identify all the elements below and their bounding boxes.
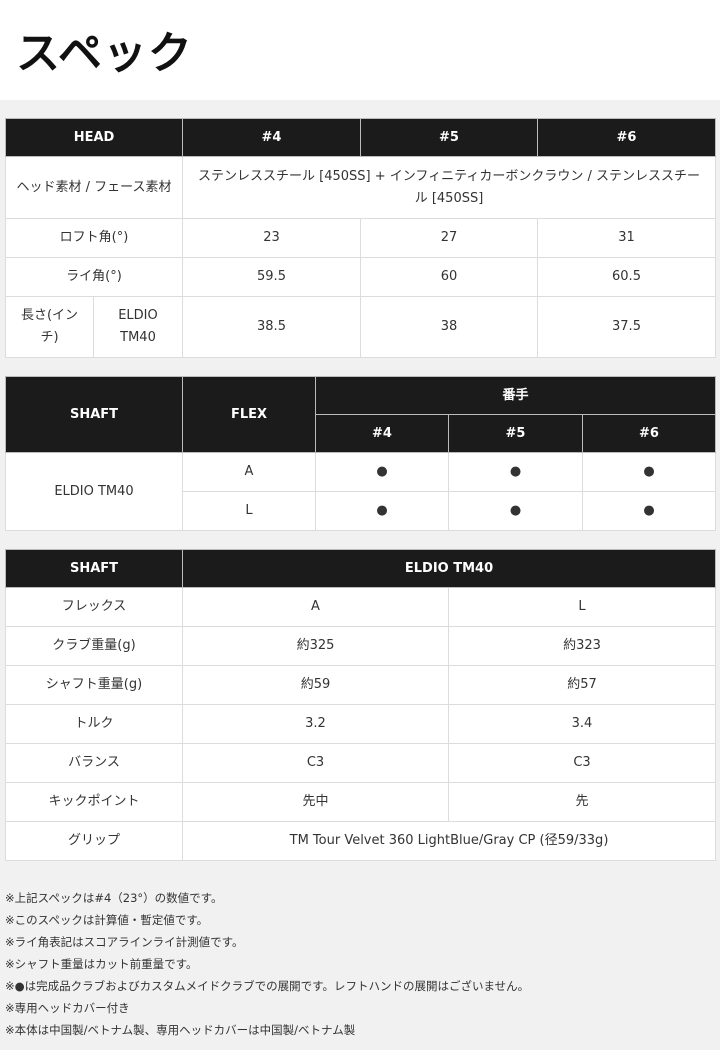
- header-6: #6: [581, 414, 717, 453]
- table-row: キックポイント 先中 先: [5, 782, 717, 822]
- shaft-spec-table: SHAFT ELDIO TM40 フレックス A L クラブ重量(g) 約325 …: [5, 549, 717, 861]
- flex-cell: A: [182, 452, 316, 492]
- table-header-row: #4 #5 #6: [6, 414, 717, 453]
- header-4: #4: [182, 118, 361, 157]
- table-row: グリップ TM Tour Velvet 360 LightBlue/Gray C…: [5, 821, 717, 861]
- flex-availability-table: SHAFT FLEX 番手 #4 #5 #6 ELDIO TM40 A ● ● …: [5, 376, 717, 531]
- head-spec-table: HEAD #4 #5 #6 ヘッド素材 / フェース素材 ステンレススチール […: [5, 118, 716, 358]
- availability-mark: ●: [581, 452, 717, 492]
- cell: C3: [182, 743, 449, 783]
- availability-mark: ●: [581, 491, 717, 531]
- row-label: クラブ重量(g): [5, 626, 183, 666]
- cell: 約59: [182, 665, 449, 705]
- header-shaft-name: ELDIO TM40: [181, 549, 717, 588]
- header-number: 番手: [314, 376, 717, 415]
- cell: 37.5: [537, 296, 716, 358]
- table-row: 長さ(インチ) ELDIO TM40 38.5 38 37.5: [5, 296, 716, 358]
- table-row: ライ角(°) 59.5 60 60.5: [5, 257, 716, 297]
- header-flex: FLEX: [182, 376, 316, 453]
- availability-mark: ●: [315, 491, 449, 531]
- cell: 31: [537, 218, 716, 258]
- page-title: スペック: [16, 28, 193, 79]
- cell: 60.5: [537, 257, 716, 297]
- cell: 38.5: [182, 296, 361, 358]
- grip-value: TM Tour Velvet 360 LightBlue/Gray CP (径5…: [181, 821, 717, 861]
- header-shaft: SHAFT: [5, 549, 183, 588]
- table-row: フレックス A L: [5, 587, 717, 627]
- row-label: ロフト角(°): [5, 218, 183, 258]
- material-value: ステンレススチール [450SS] + インフィニティカーボンクラウン / ステ…: [182, 156, 716, 219]
- table-row: ヘッド素材 / フェース素材 ステンレススチール [450SS] + インフィニ…: [5, 156, 716, 219]
- availability-mark: ●: [448, 491, 583, 531]
- note-item: ※上記スペックは#4（23°）の数値です。: [5, 891, 223, 905]
- header-5: #5: [360, 118, 538, 157]
- note-item: ※専用ヘッドカバー付き: [5, 1001, 130, 1015]
- availability-mark: ●: [448, 452, 583, 492]
- table-header-row: SHAFT FLEX 番手: [5, 376, 717, 453]
- cell: 3.4: [447, 704, 717, 744]
- table-row: ELDIO TM40 A ● ● ●: [5, 452, 717, 531]
- row-label: ライ角(°): [5, 257, 183, 297]
- spec-tables: HEAD #4 #5 #6 ヘッド素材 / フェース素材 ステンレススチール […: [0, 100, 720, 861]
- table-row: シャフト重量(g) 約59 約57: [5, 665, 717, 705]
- table-row: L ● ● ●: [6, 491, 717, 531]
- note-item: ※シャフト重量はカット前重量です。: [5, 957, 198, 971]
- cell: 先中: [182, 782, 449, 822]
- shaft-label: ELDIO TM40: [93, 296, 183, 358]
- row-label: バランス: [5, 743, 183, 783]
- header-4: #4: [315, 414, 449, 453]
- table-row: ロフト角(°) 23 27 31: [5, 218, 716, 258]
- cell: 約325: [182, 626, 449, 666]
- note-item: ※本体は中国製/ベトナム製、専用ヘッドカバーは中国製/ベトナム製: [5, 1023, 356, 1037]
- row-label: フレックス: [5, 587, 183, 627]
- cell: 先: [447, 782, 717, 822]
- table-row: バランス C3 C3: [5, 743, 717, 783]
- row-label: シャフト重量(g): [5, 665, 183, 705]
- cell: L: [447, 587, 717, 627]
- cell: 約57: [447, 665, 717, 705]
- table-row: トルク 3.2 3.4: [5, 704, 717, 744]
- table-row: クラブ重量(g) 約325 約323: [5, 626, 717, 666]
- availability-mark: ●: [315, 452, 449, 492]
- header-head: HEAD: [5, 118, 183, 157]
- shaft-name: ELDIO TM40: [5, 452, 183, 531]
- cell: 約323: [447, 626, 717, 666]
- flex-cell: L: [182, 491, 316, 531]
- row-label: 長さ(インチ): [5, 296, 94, 358]
- header-6: #6: [537, 118, 716, 157]
- header-5: #5: [448, 414, 583, 453]
- cell: 38: [360, 296, 538, 358]
- note-item: ※ライ角表記はスコアラインライ計測値です。: [5, 935, 244, 949]
- note-item: ※●は完成品クラブおよびカスタムメイドクラブでの展開です。レフトハンドの展開はご…: [5, 979, 530, 993]
- cell: 59.5: [182, 257, 361, 297]
- row-label: ヘッド素材 / フェース素材: [5, 156, 183, 219]
- cell: 3.2: [182, 704, 449, 744]
- header-shaft: SHAFT: [5, 376, 183, 453]
- note-item: ※このスペックは計算値・暫定値です。: [5, 913, 209, 927]
- row-label: キックポイント: [5, 782, 183, 822]
- table-header-row: HEAD #4 #5 #6: [5, 118, 716, 157]
- cell: 23: [182, 218, 361, 258]
- cell: 60: [360, 257, 538, 297]
- row-label: グリップ: [5, 821, 183, 861]
- cell: C3: [447, 743, 717, 783]
- row-label: トルク: [5, 704, 183, 744]
- table-header-row: SHAFT ELDIO TM40: [5, 549, 717, 588]
- cell: A: [182, 587, 449, 627]
- cell: 27: [360, 218, 538, 258]
- title-area: スペック: [0, 0, 720, 100]
- notes: ※上記スペックは#4（23°）の数値です。 ※このスペックは計算値・暫定値です。 ※…: [0, 879, 720, 1041]
